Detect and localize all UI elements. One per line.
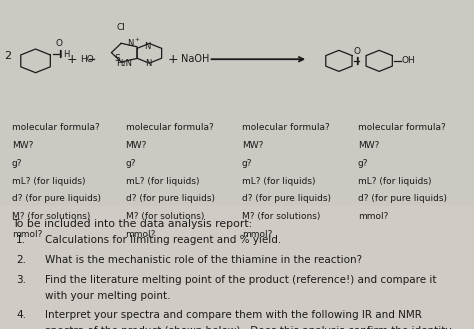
Text: 1.: 1. [16,235,26,245]
Text: S: S [115,54,120,63]
Text: spectra of the product (shown below).  Does this analysis confirm the identity: spectra of the product (shown below). Do… [45,326,452,329]
Text: molecular formula?: molecular formula? [242,123,329,132]
Text: N: N [145,42,151,51]
Text: What is the mechanistic role of the thiamine in the reaction?: What is the mechanistic role of the thia… [45,255,362,265]
Bar [0,206,474,329]
Text: OH: OH [401,56,415,65]
Text: d? (for pure liquids): d? (for pure liquids) [358,194,447,203]
Text: H₂N: H₂N [116,59,132,68]
Text: H: H [63,50,69,59]
Text: mL? (for liquids): mL? (for liquids) [12,177,85,186]
Text: mmol?: mmol? [358,212,388,221]
Text: N: N [146,59,152,68]
Text: MW?: MW? [126,141,147,150]
Text: with your melting point.: with your melting point. [45,291,171,300]
Text: mL? (for liquids): mL? (for liquids) [358,177,431,186]
Text: +: + [168,53,178,66]
Text: 2: 2 [4,51,11,61]
Text: 3.: 3. [16,275,26,285]
Text: mL? (for liquids): mL? (for liquids) [242,177,315,186]
Text: g?: g? [242,159,252,168]
Text: 2.: 2. [16,255,26,265]
Text: M? (for solutions): M? (for solutions) [242,212,320,221]
Text: NaOH: NaOH [181,54,210,64]
Text: mmol?: mmol? [12,230,42,239]
Text: d? (for pure liquids): d? (for pure liquids) [126,194,215,203]
Text: +: + [134,37,139,42]
Text: mL? (for liquids): mL? (for liquids) [126,177,199,186]
Text: M? (for solutions): M? (for solutions) [12,212,90,221]
Text: O: O [55,39,62,48]
Text: d? (for pure liquids): d? (for pure liquids) [242,194,331,203]
Text: Interpret your spectra and compare them with the following IR and NMR: Interpret your spectra and compare them … [45,310,422,320]
Text: g?: g? [358,159,368,168]
Text: HO: HO [80,55,93,64]
Text: d? (for pure liquids): d? (for pure liquids) [12,194,101,203]
Text: Find the literature melting point of the product (reference!) and compare it: Find the literature melting point of the… [45,275,437,285]
Text: MW?: MW? [12,141,33,150]
Text: +: + [67,53,77,66]
Text: Cl: Cl [117,23,125,33]
Text: To be included into the data analysis report:: To be included into the data analysis re… [12,219,252,229]
Text: g?: g? [126,159,136,168]
Text: N: N [127,39,134,48]
Text: MW?: MW? [358,141,379,150]
Text: molecular formula?: molecular formula? [126,123,213,132]
Text: M? (for solutions): M? (for solutions) [126,212,204,221]
Text: O: O [354,47,361,56]
Text: molecular formula?: molecular formula? [358,123,446,132]
Text: mmol?: mmol? [242,230,272,239]
Text: mmol?: mmol? [126,230,156,239]
Text: MW?: MW? [242,141,263,150]
Text: molecular formula?: molecular formula? [12,123,100,132]
Text: Calculations for limiting reagent and % yield.: Calculations for limiting reagent and % … [45,235,281,245]
Text: g?: g? [12,159,22,168]
Text: 4.: 4. [16,310,26,320]
